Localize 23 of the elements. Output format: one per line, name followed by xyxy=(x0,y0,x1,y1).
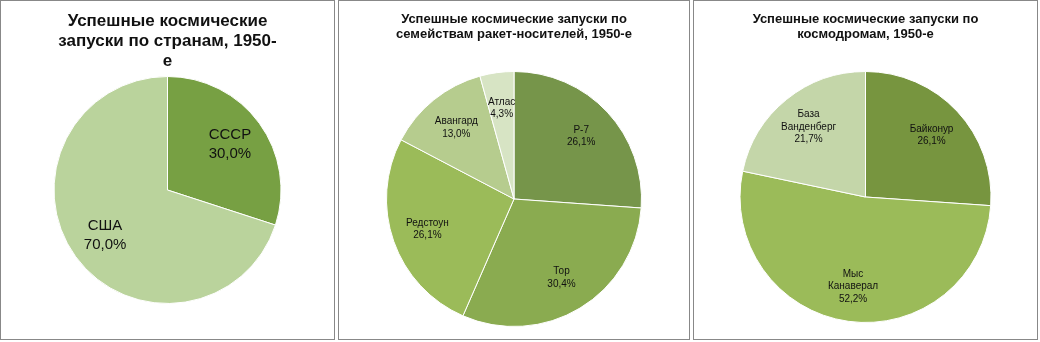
data-label: 30,4% xyxy=(547,277,576,289)
data-label: 26,1% xyxy=(566,136,596,148)
data-label: 13,0% xyxy=(442,127,471,139)
chart-title: Успешные космические запуски по семействам ракет-носителей, 1950-е xyxy=(395,11,633,41)
data-label: 26,1% xyxy=(917,135,946,147)
slice-label: База Ванденберг xyxy=(781,108,837,132)
chart-title: Успешные космические запуски по странам, 1950-е xyxy=(57,11,278,71)
slice-label: Тор xyxy=(553,265,571,277)
slice-label: Р-7 xyxy=(573,123,590,135)
data-label: 52,2% xyxy=(838,292,868,304)
data-label: 21,7% xyxy=(794,133,823,145)
chart-title: Успешные космические запуски по космодромам, 1950-е xyxy=(751,11,980,41)
slice-label: Байконур xyxy=(909,122,954,134)
slice-label: Мыс Канаверал xyxy=(827,267,879,292)
data-label: 30,0% xyxy=(208,144,252,162)
slice-label: Редстоун xyxy=(405,216,449,228)
data-label: 4,3% xyxy=(490,108,514,120)
slice-label: Атлас xyxy=(488,95,516,107)
slice-label: Авангард xyxy=(434,115,479,127)
data-label: 26,1% xyxy=(413,229,442,241)
data-label: 70,0% xyxy=(83,234,127,252)
slice-label: СССР xyxy=(208,125,252,143)
slice-label: США xyxy=(87,216,123,234)
